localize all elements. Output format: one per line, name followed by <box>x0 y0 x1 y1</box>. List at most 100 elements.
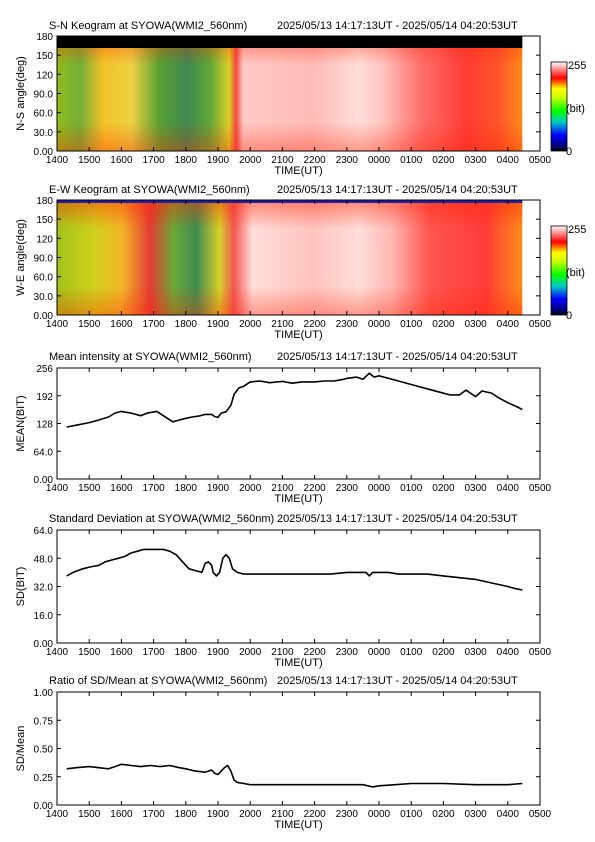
colorbar <box>550 225 568 316</box>
y-tick-label: 0.00 <box>34 475 54 486</box>
x-tick-label: 0500 <box>529 319 552 330</box>
y-tick-label: 60.0 <box>34 273 54 284</box>
x-tick-label: 1800 <box>175 809 198 820</box>
y-tick-label: 0.00 <box>34 311 54 322</box>
y-tick-label: 256 <box>36 364 53 375</box>
y-tick-label: 150 <box>36 215 53 226</box>
x-axis-label: TIME(UT) <box>274 165 322 177</box>
x-tick-label: 1900 <box>207 319 230 330</box>
x-tick-label: 1500 <box>78 647 101 658</box>
x-tick-label: 1800 <box>175 647 198 658</box>
x-tick-label: 0200 <box>432 809 455 820</box>
x-axis-label: TIME(UT) <box>274 657 322 669</box>
x-tick-label: 0300 <box>464 319 487 330</box>
x-tick-label: 2300 <box>336 809 359 820</box>
chart-title: Standard Deviation at SYOWA(WMI2_560nm) <box>49 513 274 525</box>
y-tick-label: 0.50 <box>34 745 54 756</box>
x-tick-label: 2300 <box>336 319 359 330</box>
keogram-top-mask <box>57 200 523 203</box>
chart-panel-5: Ratio of SD/Mean at SYOWA(WMI2_560nm) 202… <box>15 675 552 831</box>
x-tick-label: 1600 <box>110 483 133 494</box>
x-tick-label: 0000 <box>368 809 391 820</box>
colorbar-unit-label: (bit) <box>566 267 585 279</box>
x-tick-label: 0400 <box>497 647 520 658</box>
y-axis-label: N-S angle(deg) <box>15 56 27 131</box>
x-tick-label: 2200 <box>303 483 326 494</box>
series-line <box>66 763 523 788</box>
x-tick-label: 1700 <box>142 155 165 166</box>
x-tick-label: 0500 <box>529 647 552 658</box>
x-tick-label: 1700 <box>142 647 165 658</box>
x-tick-label: 1600 <box>110 319 133 330</box>
chart-period: 2025/05/13 14:17:13UT - 2025/05/14 04:20… <box>277 351 518 363</box>
x-tick-label: 0000 <box>368 483 391 494</box>
chart-period: 2025/05/13 14:17:13UT - 2025/05/14 04:20… <box>277 184 518 196</box>
x-tick-label: 1900 <box>207 809 230 820</box>
x-tick-label: 2200 <box>303 319 326 330</box>
x-tick-label: 1500 <box>78 483 101 494</box>
x-tick-label: 0300 <box>464 483 487 494</box>
y-tick-label: 150 <box>36 51 53 62</box>
x-tick-label: 1400 <box>46 809 69 820</box>
chart-panel-3: Mean intensity at SYOWA(WMI2_560nm) 2025/… <box>15 351 552 505</box>
x-tick-label: 0400 <box>497 319 520 330</box>
y-tick-label: 0.00 <box>34 147 54 158</box>
x-tick-label: 2000 <box>239 155 262 166</box>
x-tick-label: 2000 <box>239 647 262 658</box>
chart-panel-4: Standard Deviation at SYOWA(WMI2_560nm) 2… <box>15 513 552 669</box>
x-tick-label: 2100 <box>271 319 294 330</box>
x-tick-label: 1600 <box>110 809 133 820</box>
plot-frame <box>56 691 541 806</box>
colorbar-max-label: 255 <box>568 224 586 236</box>
y-axis-label: SD(BIT) <box>15 567 27 607</box>
y-tick-label: 90.0 <box>34 90 54 101</box>
x-tick-label: 0200 <box>432 647 455 658</box>
x-tick-label: 0000 <box>368 155 391 166</box>
x-tick-label: 0100 <box>400 483 423 494</box>
x-tick-label: 0100 <box>400 319 423 330</box>
keogram-edge-shading <box>57 36 523 151</box>
y-tick-label: 64.0 <box>34 526 54 537</box>
plot-frame <box>56 367 541 480</box>
x-tick-label: 1700 <box>142 809 165 820</box>
x-axis-label: TIME(UT) <box>274 819 322 831</box>
x-tick-label: 0100 <box>400 809 423 820</box>
x-tick-label: 1400 <box>46 155 69 166</box>
x-tick-label: 0500 <box>529 483 552 494</box>
x-tick-label: 1900 <box>207 155 230 166</box>
y-tick-label: 30.0 <box>34 292 54 303</box>
x-tick-label: 2200 <box>303 809 326 820</box>
y-tick-label: 120 <box>36 70 53 81</box>
x-tick-label: 2100 <box>271 483 294 494</box>
y-tick-label: 30.0 <box>34 128 54 139</box>
y-tick-label: 0.25 <box>34 773 54 784</box>
plot-frame <box>56 529 541 644</box>
x-tick-label: 1500 <box>78 809 101 820</box>
colorbar-min-label: 0 <box>566 310 572 322</box>
x-tick-label: 0000 <box>368 647 391 658</box>
y-axis-label: W-E angle(deg) <box>15 219 27 296</box>
y-tick-label: 0.75 <box>34 716 54 727</box>
x-tick-label: 2300 <box>336 155 359 166</box>
x-tick-label: 0500 <box>529 809 552 820</box>
x-tick-label: 0400 <box>497 809 520 820</box>
y-tick-label: 180 <box>36 32 53 43</box>
x-axis-label: TIME(UT) <box>274 493 322 505</box>
x-tick-label: 2200 <box>303 155 326 166</box>
chart-panel-2: E-W Keogram at SYOWA(WMI2_560nm) 2025/05/… <box>15 184 586 341</box>
y-tick-label: 180 <box>36 196 53 207</box>
y-tick-label: 60.0 <box>34 109 54 120</box>
x-tick-label: 1600 <box>110 155 133 166</box>
x-tick-label: 2300 <box>336 483 359 494</box>
y-tick-label: 0.00 <box>34 639 54 650</box>
y-tick-label: 64.0 <box>34 447 54 458</box>
x-tick-label: 0300 <box>464 155 487 166</box>
x-tick-label: 2100 <box>271 647 294 658</box>
chart-period: 2025/05/13 14:17:13UT - 2025/05/14 04:20… <box>277 20 518 32</box>
x-tick-label: 0200 <box>432 319 455 330</box>
x-tick-label: 1700 <box>142 319 165 330</box>
x-tick-label: 1400 <box>46 319 69 330</box>
chart-title: S-N Keogram at SYOWA(WMI2_560nm) <box>49 20 247 32</box>
x-tick-label: 0400 <box>497 155 520 166</box>
